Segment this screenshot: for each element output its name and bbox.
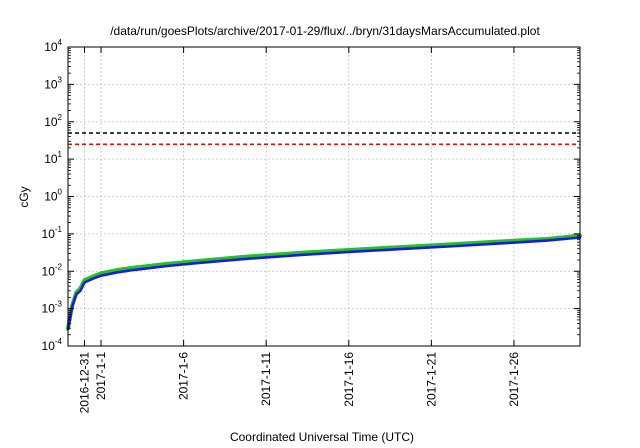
y-tick-label: 104 bbox=[44, 38, 62, 54]
series-lines bbox=[66, 233, 582, 331]
x-tick-label: 2017-1-26 bbox=[507, 352, 521, 407]
grid bbox=[68, 47, 580, 346]
x-tick-label: 2017-1-6 bbox=[177, 352, 191, 400]
y-tick-label: 100 bbox=[44, 188, 62, 204]
reference-lines bbox=[68, 132, 580, 146]
y-tick-label: 10-4 bbox=[42, 337, 63, 353]
x-tick-label: 2016-12-31 bbox=[78, 352, 92, 414]
x-tick-label: 2017-1-1 bbox=[94, 352, 108, 400]
series-line-1 bbox=[66, 233, 582, 331]
y-tick-label: 10-3 bbox=[42, 300, 63, 316]
x-tick-label: 2017-1-21 bbox=[424, 352, 438, 407]
y-axis-label: cGy bbox=[17, 186, 31, 207]
y-tick-label: 101 bbox=[44, 150, 62, 166]
x-axis-label: Coordinated Universal Time (UTC) bbox=[230, 430, 414, 444]
x-axis: 2016-12-31 2017-1-1 2017-1-6 2017-1-11 2017-… bbox=[78, 47, 521, 413]
y-tick-label: 102 bbox=[44, 113, 62, 129]
series-line-2 bbox=[66, 236, 582, 331]
y-tick-label: 103 bbox=[44, 75, 62, 91]
x-tick-label: 2017-1-11 bbox=[259, 352, 273, 406]
chart-title: /data/run/goesPlots/archive/2017-01-29/f… bbox=[110, 24, 540, 38]
x-tick-label: 2017-1-16 bbox=[342, 352, 356, 407]
y-tick-label: 10-2 bbox=[42, 262, 63, 278]
y-axis: 10-4 10-3 10-2 10-1 100 101 102 103 104 bbox=[42, 38, 580, 353]
y-tick-label: 10-1 bbox=[42, 225, 63, 241]
